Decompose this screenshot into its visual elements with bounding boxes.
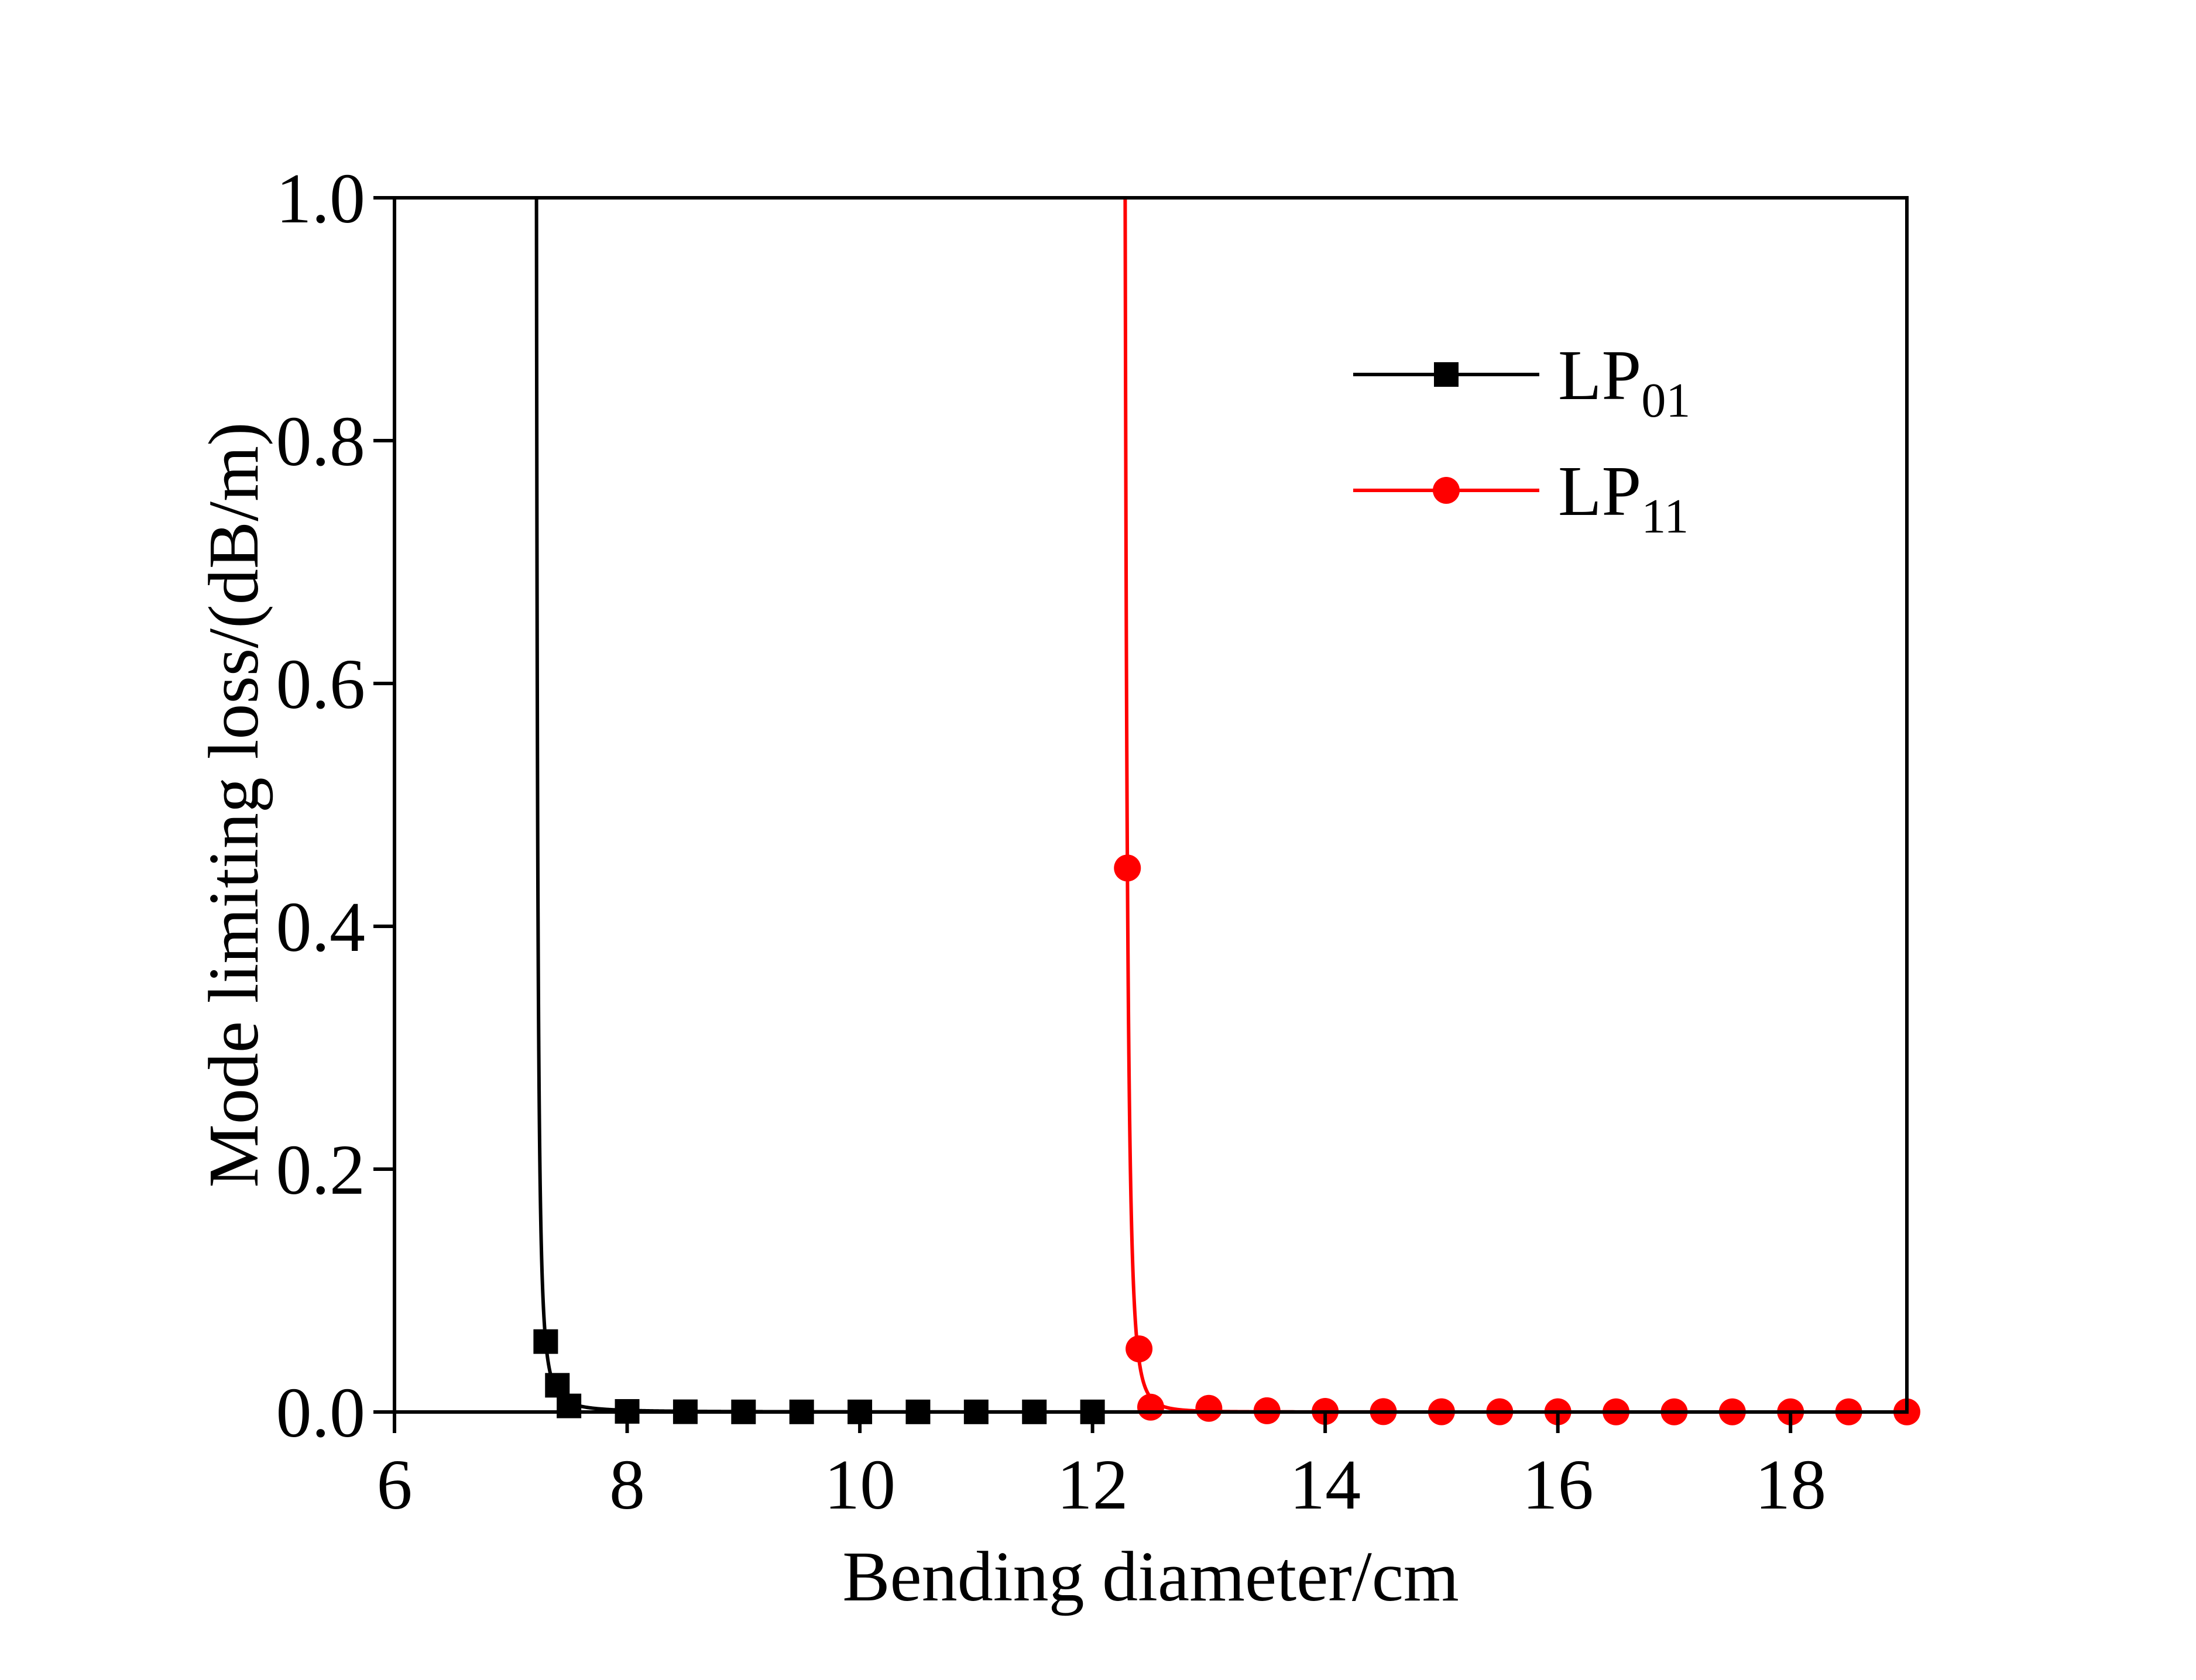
- x-tick-label: 14: [1289, 1445, 1361, 1524]
- x-tick-label: 10: [824, 1445, 895, 1524]
- x-tick-label: 8: [609, 1445, 645, 1524]
- data-point-LP01: [557, 1393, 582, 1418]
- series-line-LP11: [1123, 198, 1907, 1412]
- x-tick-label: 12: [1057, 1445, 1128, 1524]
- x-tick-label: 18: [1755, 1445, 1826, 1524]
- y-tick-label: 1.0: [276, 159, 366, 238]
- y-tick-label: 0.0: [276, 1373, 366, 1452]
- data-point-LP11: [1114, 854, 1141, 882]
- data-point-LP11: [1195, 1394, 1223, 1422]
- data-point-LP11: [1126, 1335, 1153, 1363]
- axes-layer: 6 8 10 12 14 16 18 0.0 0.2 0.4 0.6 0.8 1.0: [276, 159, 1827, 1524]
- legend: LP01 LP11: [1353, 336, 1690, 544]
- data-point-LP01: [545, 1373, 570, 1398]
- x-tick-label: 6: [377, 1445, 413, 1524]
- plot-frame: [393, 196, 1909, 1414]
- data-point-LP11: [1137, 1393, 1164, 1421]
- x-axis-title: Bending diameter/cm: [842, 1537, 1459, 1616]
- y-tick-label: 0.4: [276, 888, 366, 967]
- y-tick-label: 0.8: [276, 402, 366, 481]
- series-line-LP01: [534, 198, 1907, 1412]
- marker-layer: [533, 854, 1920, 1425]
- legend-marker-LP11: [1433, 477, 1460, 504]
- legend-label-LP01: LP01: [1558, 336, 1690, 428]
- y-tick-label: 0.6: [276, 645, 366, 724]
- x-tick-label: 16: [1522, 1445, 1594, 1524]
- y-tick-label: 0.2: [276, 1131, 366, 1210]
- series-layer: [534, 198, 1907, 1412]
- data-point-LP01: [533, 1329, 558, 1354]
- legend-marker-LP01: [1434, 362, 1459, 387]
- legend-label-LP11: LP11: [1558, 452, 1689, 544]
- y-axis-title: Mode limiting loss/(dB/m): [194, 422, 273, 1187]
